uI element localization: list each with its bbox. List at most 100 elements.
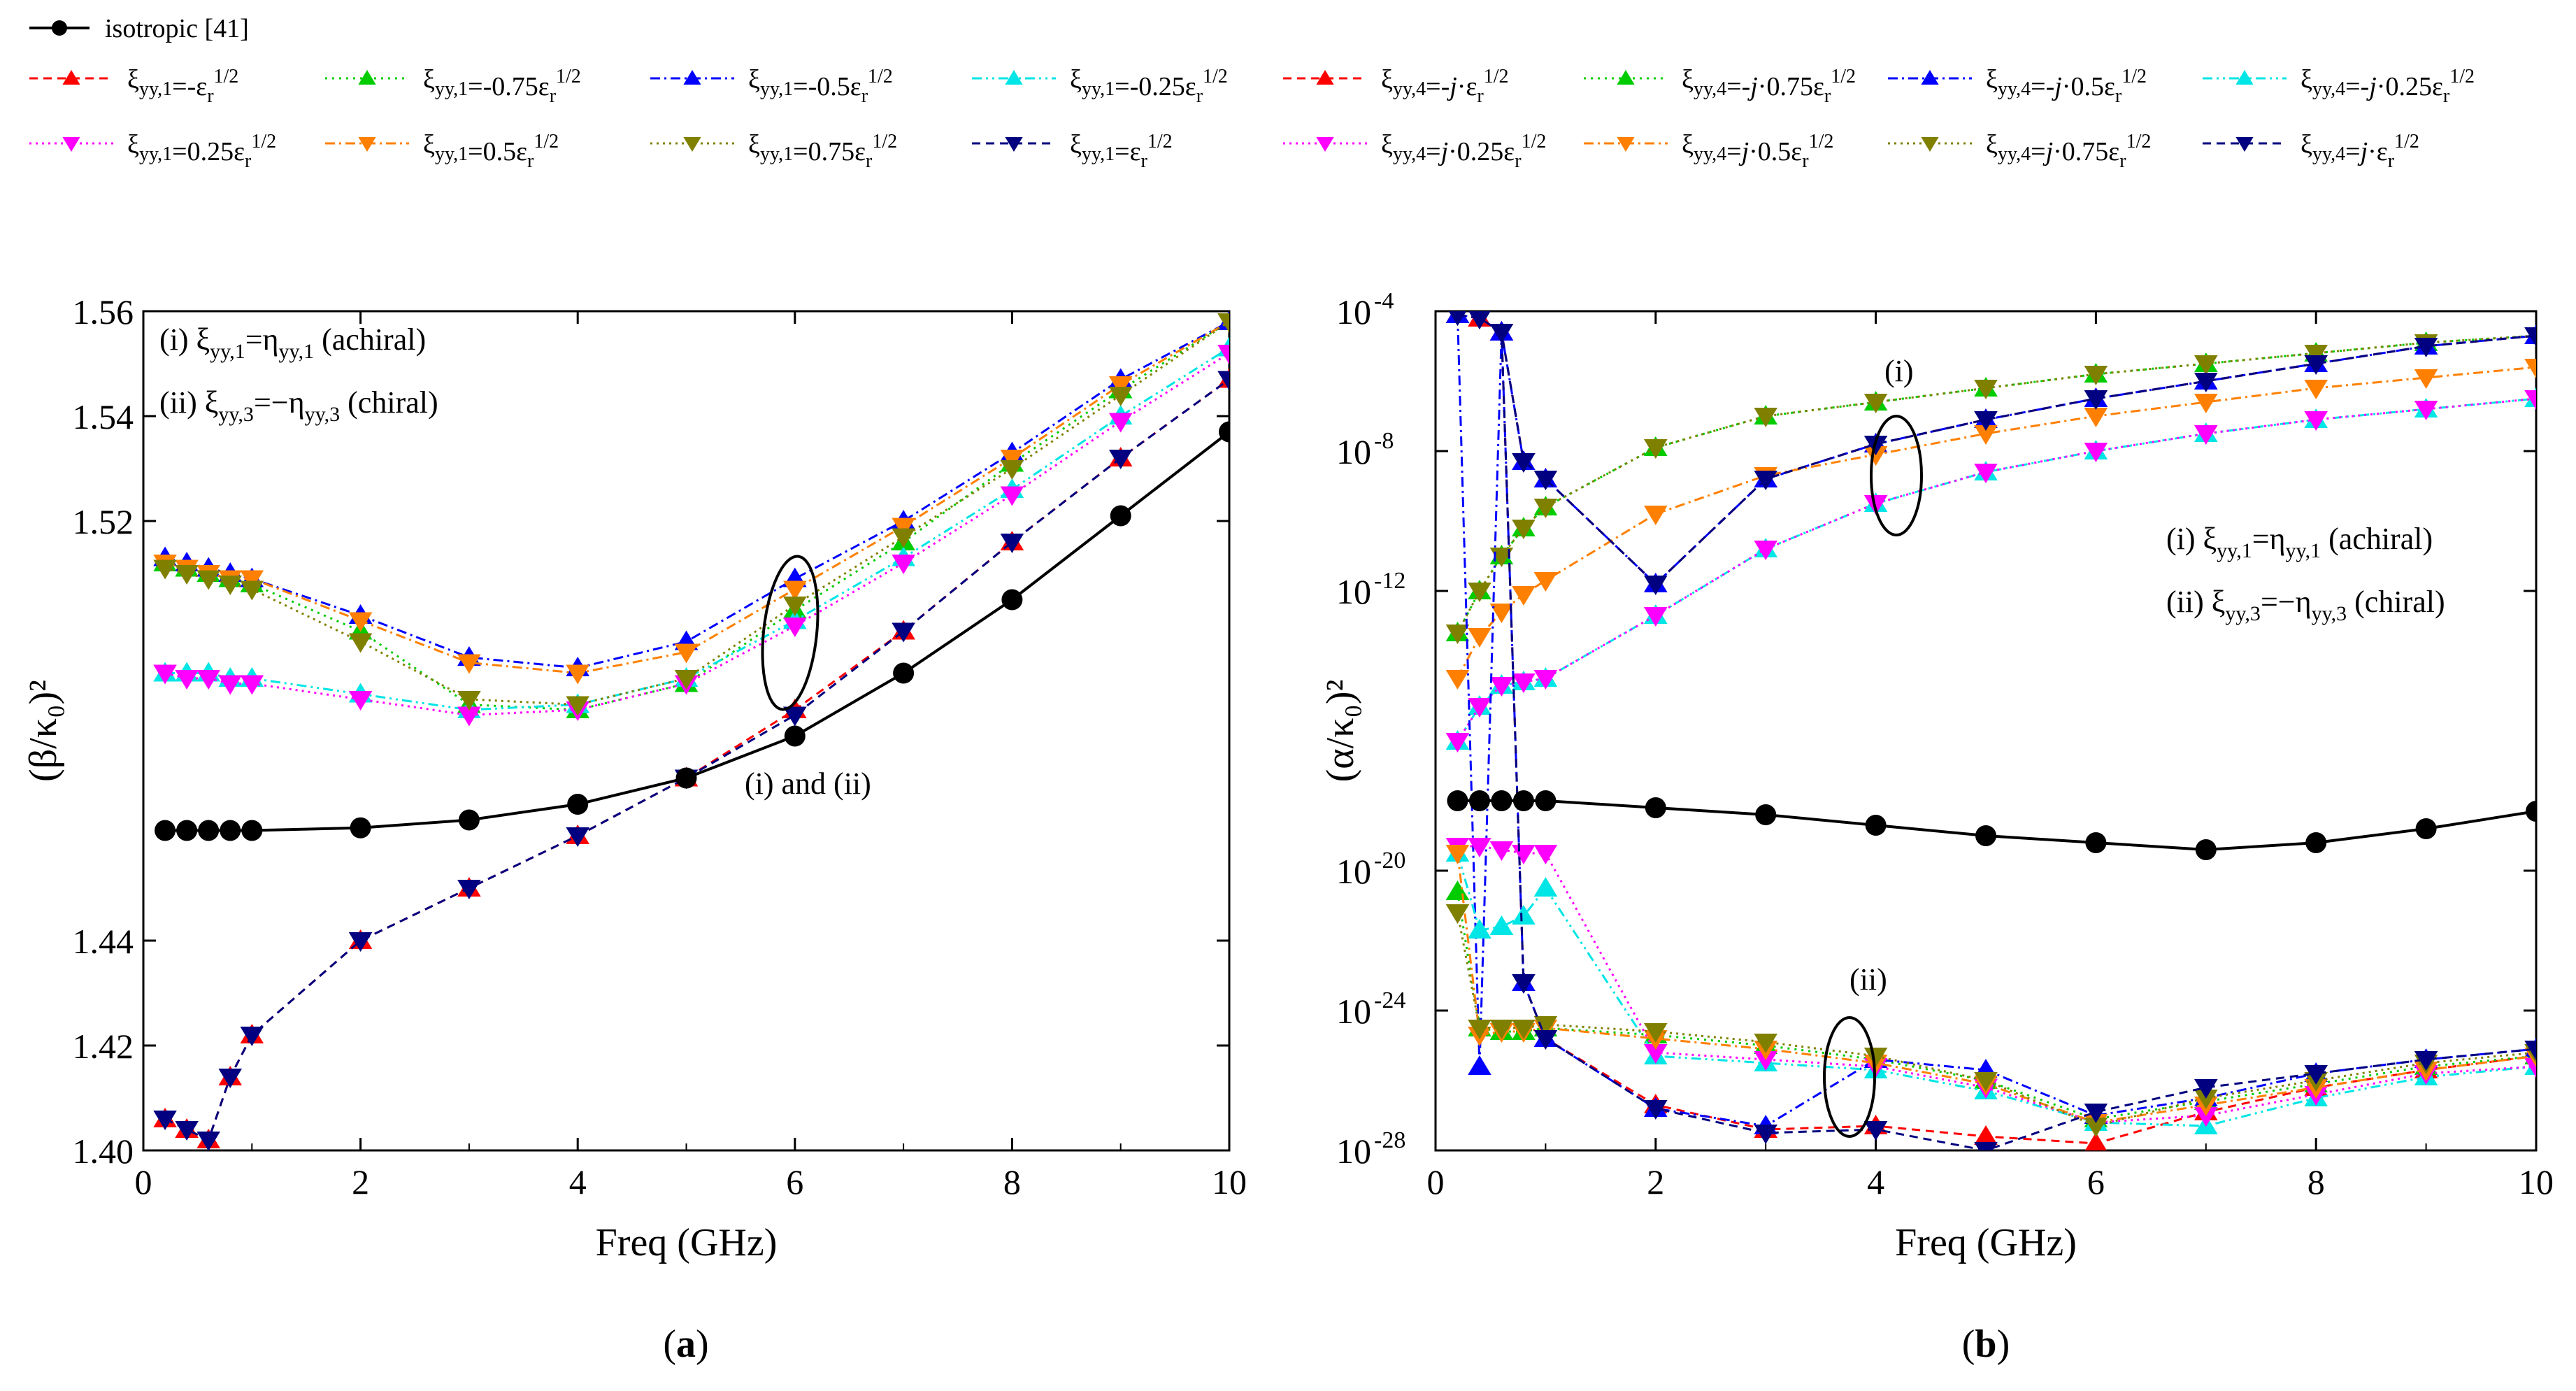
data-point-b-16 <box>1489 324 1514 343</box>
legend-label-chiral-2: ξyy,4=-j·0.5εr1/2 <box>1986 65 2147 107</box>
legend-marker-achiral-6 <box>683 137 701 152</box>
data-point-b-7 <box>1445 625 1470 644</box>
data-point-b-15 <box>1512 1020 1536 1039</box>
legend-label-achiral-6: ξyy,1=0.75εr1/2 <box>748 130 897 172</box>
data-point-b-6 <box>1974 425 1998 445</box>
series-b-7 <box>1445 327 2536 644</box>
data-point-a-8 <box>196 1132 220 1150</box>
y-tick-label-b: 10 <box>1336 992 1371 1031</box>
data-point-a-5 <box>783 618 807 637</box>
legend-marker-achiral-4 <box>62 137 80 152</box>
data-point-b-5 <box>2524 390 2536 410</box>
legend-label-achiral-1: ξyy,1=-0.75εr1/2 <box>423 65 581 107</box>
series-group-a <box>153 311 1229 1150</box>
data-point-b-6 <box>2084 408 2108 427</box>
y-tick-label-b: 10 <box>1336 572 1371 611</box>
series-a-7 <box>153 313 1229 716</box>
series-line-a-6 <box>164 320 1229 675</box>
data-point-b-13 <box>1533 845 1558 864</box>
data-point-b-0 <box>1755 804 1777 825</box>
y-tick-label-a: 1.52 <box>73 502 134 541</box>
series-line-b-13 <box>1457 845 2536 1124</box>
data-point-a-0 <box>784 725 806 747</box>
series-line-a-7 <box>164 320 1229 706</box>
data-point-a-6 <box>566 664 589 685</box>
data-point-b-16 <box>1863 1121 1888 1141</box>
data-point-b-6 <box>2414 369 2438 389</box>
annotation-ellipse-i <box>1870 415 1923 536</box>
data-point-a-5 <box>1217 345 1229 364</box>
data-point-b-0 <box>2526 801 2536 822</box>
x-axis-label-a: Freq (GHz) <box>596 1221 778 1264</box>
data-point-b-0 <box>1468 790 1490 811</box>
data-point-b-8 <box>2304 355 2328 375</box>
data-point-b-16 <box>2414 1051 2438 1071</box>
data-point-a-7 <box>457 691 481 711</box>
data-point-a-7 <box>566 696 589 716</box>
y-tick-label-b: 10 <box>1336 292 1371 331</box>
data-point-b-7 <box>2084 366 2108 385</box>
x-tick-label-a: 0 <box>135 1162 152 1201</box>
series-line-b-16 <box>1457 313 2536 1150</box>
x-tick-label-b: 2 <box>1647 1162 1664 1201</box>
data-point-b-16 <box>1468 311 1491 329</box>
data-point-b-7 <box>2194 355 2218 375</box>
data-point-a-6 <box>348 612 373 632</box>
data-point-b-7 <box>2304 345 2328 364</box>
data-point-b-15 <box>1863 1048 1888 1067</box>
data-point-b-15 <box>1533 1016 1558 1036</box>
data-point-b-0 <box>1975 825 1996 846</box>
data-point-b-0 <box>2305 832 2327 853</box>
data-point-b-7 <box>1533 499 1558 518</box>
data-point-b-15 <box>1754 1034 1777 1053</box>
data-point-a-0 <box>567 794 589 815</box>
data-point-a-8 <box>457 880 481 899</box>
data-point-a-7 <box>196 570 220 590</box>
data-point-a-0 <box>1110 505 1131 527</box>
legend-marker-achiral-7 <box>1005 137 1023 152</box>
annotation-i-b: (i) <box>1884 354 1914 388</box>
data-point-a-6 <box>240 570 264 590</box>
legend-label-achiral-2: ξyy,1=-0.5εr1/2 <box>748 65 893 107</box>
x-tick-label-b: 8 <box>2307 1162 2325 1201</box>
data-point-a-5 <box>1000 486 1024 506</box>
y-tick-exp-b: -8 <box>1374 428 1394 454</box>
data-point-a-8 <box>1108 450 1133 469</box>
data-point-a-8 <box>218 1069 243 1088</box>
series-line-b-11 <box>1456 314 2536 1127</box>
data-point-a-8 <box>892 622 915 643</box>
data-point-b-0 <box>1535 790 1557 811</box>
data-point-b-6 <box>2304 380 2328 399</box>
series-b-12 <box>1445 842 2536 1134</box>
series-b-13 <box>1445 838 2536 1134</box>
data-point-a-7 <box>1108 387 1133 406</box>
x-axis-label-b: Freq (GHz) <box>1895 1221 2077 1264</box>
x-tick-label-a: 10 <box>1212 1162 1247 1201</box>
y-tick-label-a: 1.54 <box>73 397 134 436</box>
data-point-b-5 <box>1533 670 1558 690</box>
x-tick-label-a: 2 <box>352 1162 369 1201</box>
data-point-b-5 <box>1644 607 1668 627</box>
legend-marker-chiral-2 <box>1921 70 1939 85</box>
y-tick-exp-b: -24 <box>1374 987 1405 1013</box>
legend-marker-achiral-1 <box>358 70 376 85</box>
data-point-a-8 <box>153 1111 177 1130</box>
annotation-ellipse-a <box>761 555 820 711</box>
data-point-a-7 <box>153 559 177 580</box>
data-point-a-5 <box>175 670 199 690</box>
data-point-b-16 <box>1754 1125 1777 1144</box>
data-point-a-6 <box>783 580 807 601</box>
series-line-a-2 <box>164 320 1229 711</box>
series-line-a-8 <box>164 378 1229 1142</box>
data-point-a-0 <box>198 820 220 841</box>
legend-label-chiral-1: ξyy,4=-j·0.75εr1/2 <box>1682 65 1856 107</box>
data-point-a-0 <box>241 820 263 841</box>
data-point-a-8 <box>240 1027 264 1046</box>
data-point-b-5 <box>2084 443 2108 462</box>
legend-marker-chiral-3 <box>2235 70 2254 85</box>
data-point-a-0 <box>1001 589 1023 611</box>
data-point-b-5 <box>1512 673 1536 693</box>
data-point-a-7 <box>783 597 807 616</box>
data-point-a-6 <box>1108 376 1133 396</box>
